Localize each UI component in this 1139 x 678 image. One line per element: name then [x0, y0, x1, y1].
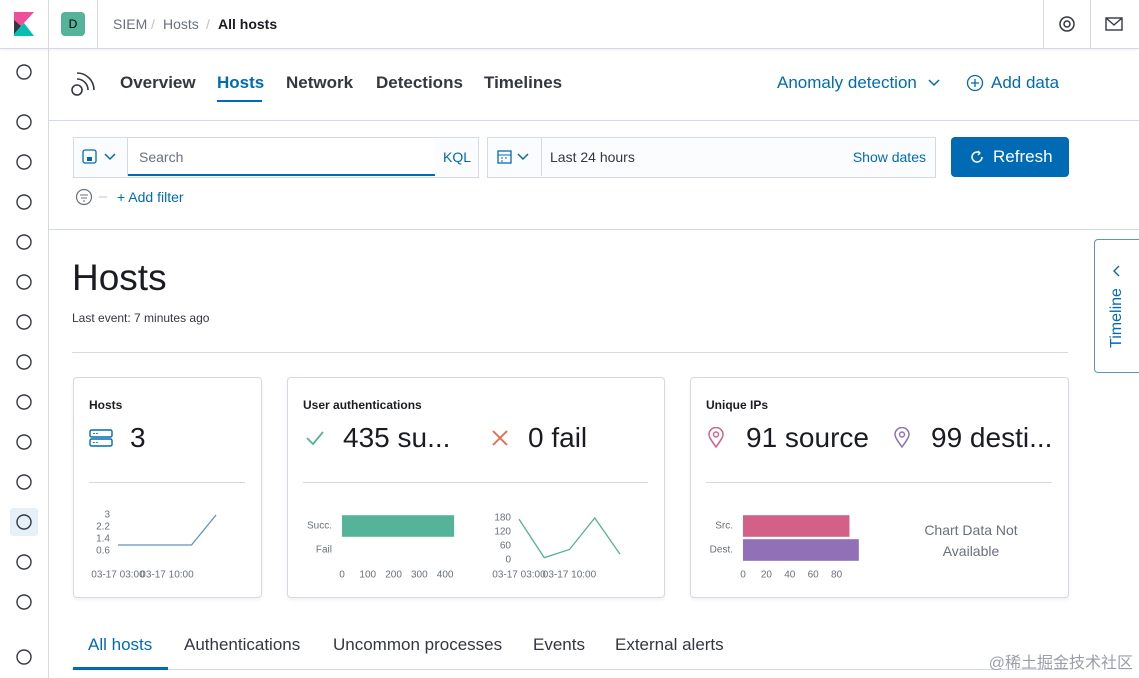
add-icon	[966, 74, 984, 92]
kpi-card	[690, 377, 1069, 598]
search-input[interactable]	[128, 138, 435, 176]
nav-icon[interactable]	[16, 394, 32, 410]
refresh-label: Refresh	[993, 147, 1053, 166]
separator	[706, 482, 1052, 483]
nav-tab[interactable]: Overview	[120, 73, 196, 92]
breadcrumb-separator: /	[206, 16, 210, 32]
nav-tab[interactable]: Network	[286, 73, 354, 92]
nav-icon[interactable]	[16, 274, 32, 290]
cross-icon	[492, 430, 508, 446]
search-placeholder: Search	[139, 149, 184, 165]
breadcrumb[interactable]: SIEM	[113, 16, 148, 32]
nav-icon[interactable]	[16, 194, 32, 210]
nav-icon[interactable]	[16, 64, 32, 80]
kpi-card	[287, 377, 665, 598]
nav-icon[interactable]	[16, 314, 32, 330]
tab[interactable]: Events	[533, 635, 585, 654]
stat-value: 435 su...	[343, 422, 451, 453]
tab[interactable]: Authentications	[184, 635, 301, 654]
pin-icon	[894, 427, 910, 449]
kql-toggle[interactable]: KQL	[443, 149, 472, 165]
tab[interactable]: External alerts	[615, 635, 724, 654]
tab-underline	[73, 667, 168, 670]
nav-tab[interactable]: Detections	[376, 73, 463, 92]
card-title: User authentications	[303, 398, 422, 412]
refresh-button[interactable]	[951, 137, 1069, 177]
calendar-icon[interactable]	[497, 149, 533, 165]
nav-icon[interactable]	[16, 114, 32, 130]
separator	[97, 0, 98, 48]
nav-icon[interactable]	[16, 649, 32, 665]
nav-icon[interactable]	[16, 434, 32, 450]
sidebar-icons	[10, 64, 38, 665]
tabs-baseline	[72, 669, 1068, 670]
add-filter[interactable]: + Add filter	[117, 189, 184, 205]
watermark: @稀土掘金技术社区	[988, 655, 1133, 672]
nav-icon[interactable]	[16, 594, 32, 610]
separator	[89, 482, 245, 483]
nav-icon-highlight	[10, 508, 38, 536]
card-title: Unique IPs	[706, 398, 769, 412]
timeline-label: Timeline	[1108, 288, 1125, 348]
breadcrumb[interactable]: Hosts	[163, 16, 199, 32]
refresh-icon	[971, 150, 983, 163]
stat-value: 99 desti...	[931, 422, 1053, 453]
kpi-card	[73, 377, 262, 598]
nav-icon[interactable]	[16, 154, 32, 170]
check-icon	[306, 431, 324, 446]
tab-underline	[217, 100, 262, 102]
breadcrumb: All hosts	[218, 16, 278, 32]
help-icon[interactable]	[1058, 15, 1076, 33]
pin-icon	[708, 427, 724, 449]
mail-icon[interactable]	[1105, 16, 1123, 32]
separator	[72, 352, 1068, 353]
date-picker	[487, 137, 936, 178]
top-bar	[0, 0, 1139, 49]
stat-value: 0 fail	[528, 422, 588, 453]
chevron	[1113, 265, 1120, 277]
breadcrumb-separator: /	[151, 16, 155, 32]
separator	[1043, 0, 1044, 48]
nav-icon[interactable]	[16, 234, 32, 250]
tab-selected[interactable]: All hosts	[88, 635, 153, 654]
nav-tab[interactable]: Timelines	[484, 73, 563, 92]
add-data[interactable]: Add data	[991, 73, 1060, 92]
nav-icon[interactable]	[16, 474, 32, 490]
separator	[49, 120, 1139, 121]
anomaly-detection[interactable]: Anomaly detection	[777, 73, 917, 92]
separator	[127, 138, 128, 176]
separator	[1090, 0, 1091, 48]
nav-icon[interactable]	[16, 514, 32, 530]
page-title: Hosts	[72, 257, 167, 298]
nav-tab-selected[interactable]: Hosts	[217, 73, 265, 92]
tab[interactable]: Uncommon processes	[333, 635, 503, 654]
empty-chart-message: Chart Data Not Available	[924, 522, 1018, 559]
separator	[49, 229, 1139, 230]
saved-query-icon[interactable]	[82, 149, 120, 165]
separator	[541, 138, 542, 176]
card-title: Hosts	[89, 398, 123, 412]
separator	[48, 0, 49, 48]
nav-icon[interactable]	[16, 354, 32, 370]
timeline-tab[interactable]	[1094, 239, 1139, 373]
logo[interactable]	[12, 12, 36, 36]
stat-value: 91 source	[746, 422, 869, 453]
nav-icon[interactable]	[16, 554, 32, 570]
sidebar	[0, 49, 49, 678]
siem-logo	[71, 72, 95, 96]
hosts-icon	[89, 429, 113, 447]
separator	[303, 482, 648, 483]
filter-icon[interactable]	[75, 188, 109, 206]
page-subtitle: Last event: 7 minutes ago	[72, 311, 210, 325]
chevron	[928, 79, 940, 87]
stat-value: 3	[130, 422, 146, 453]
space-avatar[interactable]: D	[61, 12, 85, 36]
show-dates[interactable]: Show dates	[852, 149, 926, 165]
time-range[interactable]: Last 24 hours	[550, 149, 635, 165]
